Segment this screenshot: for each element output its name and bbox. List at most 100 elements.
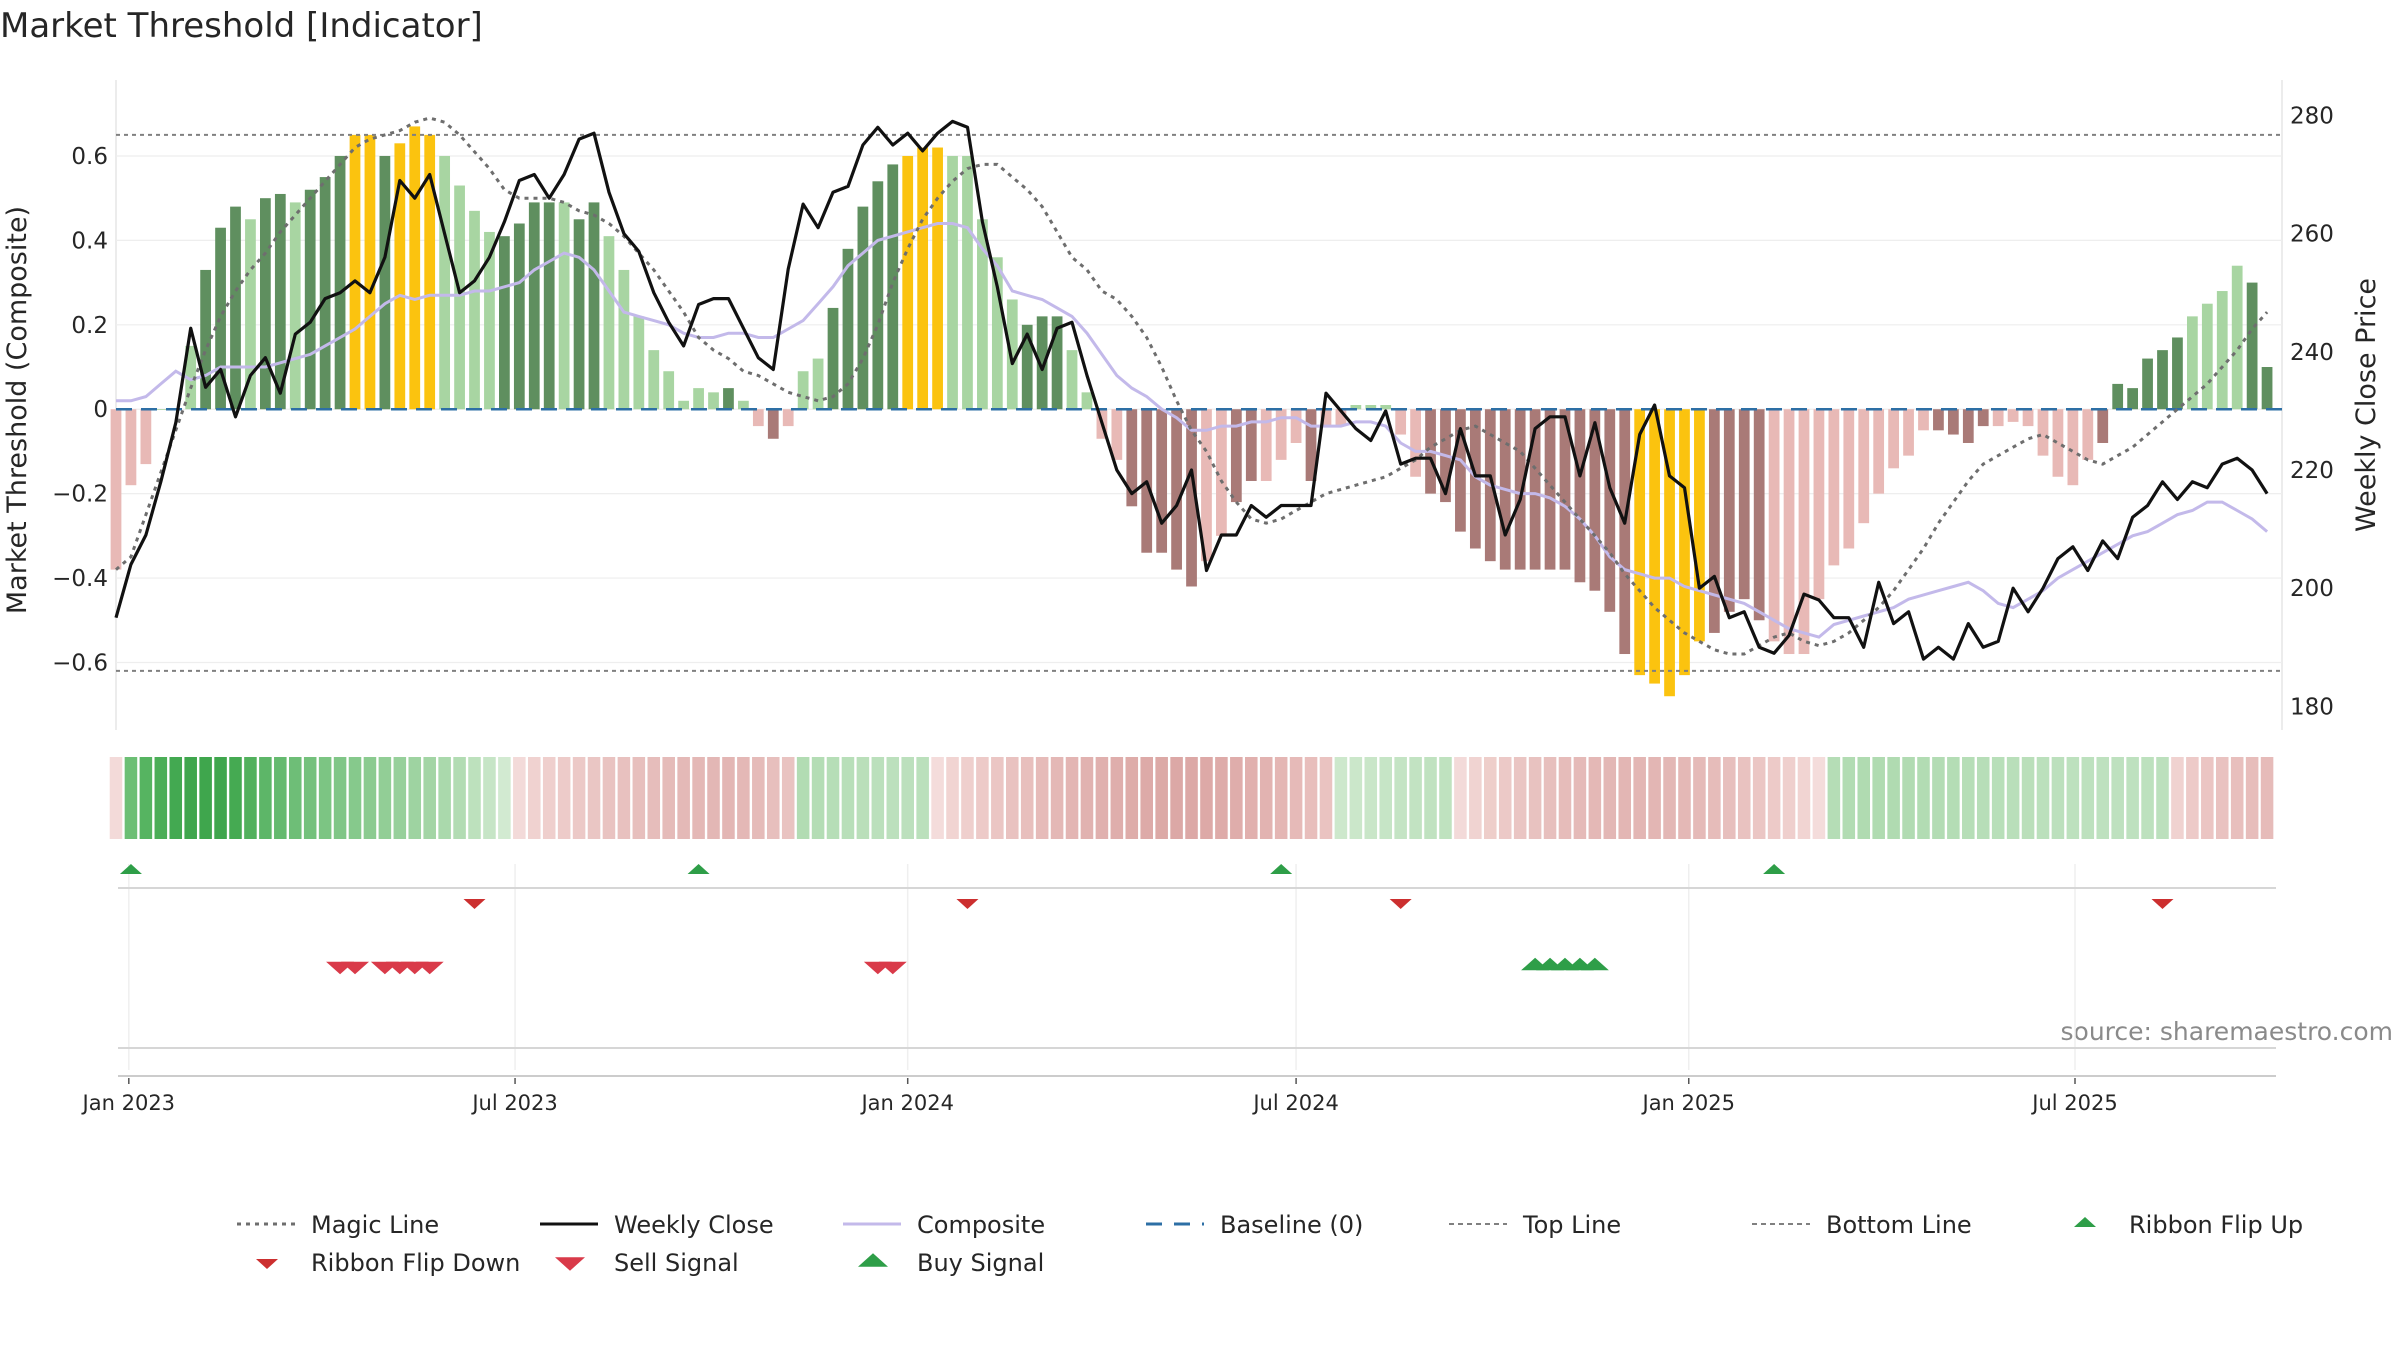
threshold-bar: [2022, 409, 2034, 427]
ribbon-cell: [1797, 757, 1811, 839]
threshold-bar: [1529, 409, 1541, 570]
ribbon-cell: [2201, 757, 2214, 839]
threshold-bar: [1380, 405, 1392, 410]
sell-signal-marker: [415, 961, 444, 975]
threshold-bar: [917, 147, 929, 410]
threshold-bar: [289, 202, 301, 410]
ribbon-cell: [2036, 757, 2050, 839]
threshold-bar: [1977, 409, 1989, 427]
ribbon-cell: [1319, 757, 1333, 839]
ribbon-cell: [916, 757, 929, 839]
legend-label: Ribbon Flip Down: [311, 1249, 520, 1277]
ribbon-cell: [931, 757, 944, 839]
ribbon-cell: [1484, 757, 1497, 839]
threshold-bar: [1589, 409, 1601, 591]
threshold-bar: [484, 231, 495, 410]
ribbon-cell: [1050, 757, 1064, 839]
ribbon-cell: [109, 757, 123, 839]
ribbon-cell: [2156, 757, 2169, 839]
weekly-close-line: [114, 119, 2269, 661]
legend-label: Buy Signal: [917, 1249, 1044, 1277]
ribbon-cell: [1125, 757, 1139, 839]
ribbon-cell: [1469, 757, 1482, 839]
threshold-bar: [215, 227, 226, 410]
ribbon-cell: [1932, 757, 1945, 839]
ribbon-cell: [976, 757, 989, 839]
ribbon-flip-down-marker: [463, 899, 486, 909]
threshold-bar: [1245, 409, 1257, 481]
threshold-bar: [1768, 409, 1780, 642]
ribbon-cell: [1991, 757, 2005, 839]
threshold-bar: [767, 409, 779, 439]
sell-signal-marker: [341, 961, 370, 975]
legend-item: Composite: [843, 1211, 1045, 1239]
threshold-bar: [1858, 409, 1870, 524]
threshold-bar: [349, 134, 361, 410]
main-panel: 0.6 0.4 0.2 0 −0.2 −0.4 −0.6 280 260 240 220 200 180: [52, 80, 2334, 730]
threshold-bar: [1753, 409, 1765, 621]
ribbon-cell: [1304, 757, 1318, 839]
ribbon-cell: [1394, 757, 1407, 839]
ribbon-cell: [214, 757, 227, 839]
threshold-bar: [1006, 299, 1018, 410]
ribbon-cell: [2111, 757, 2124, 839]
threshold-bar: [1216, 409, 1227, 536]
threshold-bar: [1918, 409, 1929, 431]
x-axis: Jan 2023 Jul 2023 Jan 2024 Jul 2024 Jan 2025…: [81, 1078, 2118, 1115]
chart-title: Market Threshold [Indicator]: [0, 6, 483, 46]
ribbon-cell: [692, 757, 705, 839]
threshold-bar: [1559, 409, 1571, 570]
ribbon-cell: [1274, 757, 1288, 839]
ribbon-cell: [1872, 757, 1885, 839]
ribbon-cell: [1678, 757, 1691, 839]
ribbon-cell: [498, 757, 511, 839]
threshold-bar: [469, 210, 480, 410]
threshold-bar: [1544, 409, 1556, 570]
threshold-bar: [902, 155, 914, 410]
ribbon-cell: [154, 757, 168, 839]
threshold-bar: [2172, 337, 2183, 410]
ribbon-cell: [2126, 757, 2139, 839]
legend-marker-icon: [858, 1253, 888, 1267]
ribbon-cell: [169, 757, 183, 839]
x-tick-label: Jan 2024: [859, 1091, 954, 1115]
threshold-bar: [1694, 409, 1705, 642]
legend-item: Baseline (0): [1146, 1211, 1363, 1239]
ribbon-flip-up-marker: [1270, 864, 1293, 874]
threshold-bar: [1679, 409, 1690, 676]
ribbon-flip-down-marker: [2151, 899, 2174, 909]
ribbon-cell: [1752, 757, 1766, 839]
threshold-bar: [1619, 409, 1631, 655]
ribbon-cell: [1289, 757, 1303, 839]
ribbon-cell: [961, 757, 974, 839]
threshold-bar: [230, 206, 241, 410]
legend-label: Bottom Line: [1826, 1211, 1972, 1239]
ribbon-cell: [1334, 757, 1348, 839]
threshold-bar: [454, 185, 465, 410]
y2-tick-label: 240: [2290, 340, 2334, 366]
ribbon-cell: [946, 757, 959, 839]
ribbon-cell: [1200, 757, 1213, 839]
ribbon-cell: [408, 757, 422, 839]
legend-label: Baseline (0): [1220, 1211, 1363, 1239]
threshold-bar: [723, 388, 734, 410]
threshold-bar: [1260, 409, 1272, 481]
ribbon-cell: [1006, 757, 1019, 839]
threshold-bar: [424, 134, 436, 410]
threshold-bar: [1350, 405, 1362, 410]
ribbon-cell: [2051, 757, 2065, 839]
ribbon-cell: [513, 757, 526, 839]
ribbon-cell: [632, 757, 646, 839]
threshold-bar: [140, 409, 152, 465]
magic-line: [115, 116, 2269, 656]
ribbon-cell: [1842, 757, 1856, 839]
threshold-bar: [2082, 409, 2094, 460]
threshold-bar: [573, 219, 585, 410]
threshold-bar: [439, 155, 451, 410]
threshold-bar: [932, 147, 943, 410]
threshold-bar: [200, 269, 212, 410]
threshold-bar: [977, 219, 988, 410]
threshold-bar: [2261, 367, 2273, 410]
threshold-bar: [1410, 409, 1421, 477]
